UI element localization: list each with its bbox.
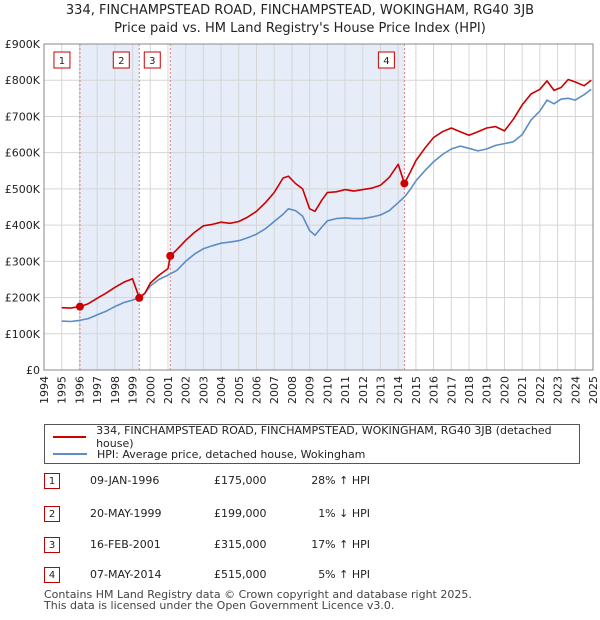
legend-label-property: 334, FINCHAMPSTEAD ROAD, FINCHAMPSTEAD, …: [96, 424, 552, 450]
sale-point: [135, 293, 144, 302]
legend-item-property: 334, FINCHAMPSTEAD ROAD, FINCHAMPSTEAD, …: [53, 424, 579, 450]
x-tick-label: 2008: [286, 376, 299, 404]
x-tick-label: 2024: [569, 376, 582, 404]
x-tick-label: 2006: [251, 376, 264, 404]
x-tick-label: 2001: [162, 376, 175, 404]
ownership-shade: [170, 44, 405, 370]
x-tick-label: 2017: [445, 376, 458, 404]
sale-price: £175,000: [214, 474, 267, 487]
x-tick-label: 2019: [481, 376, 494, 404]
y-tick-label: £300K: [5, 255, 41, 268]
legend-item-hpi: HPI: Average price, detached house, Woki…: [53, 446, 365, 462]
footer: Contains HM Land Registry data © Crown c…: [44, 589, 472, 611]
x-tick-label: 2002: [180, 376, 193, 404]
hpi-line: [61, 88, 592, 323]
x-tick-label: 1994: [38, 376, 51, 404]
x-tick-label: 2021: [516, 376, 529, 404]
sale-hpi-change: 28% ↑ HPI: [311, 474, 370, 487]
y-tick-label: £400K: [5, 219, 41, 232]
y-tick-label: £0: [26, 364, 40, 377]
legend-swatch-hpi: [53, 453, 87, 455]
legend-swatch-property: [53, 436, 87, 438]
sale-row: 4 07-MAY-2014 £515,000 5% ↑ HPI: [44, 566, 584, 586]
price-chart: £0 £100K £200K £300K £400K £500K £600K £700K £80…: [5, 38, 600, 404]
chart-title: 334, FINCHAMPSTEAD ROAD, FINCHAMPSTEAD, …: [65, 3, 535, 18]
x-tick-label: 2016: [428, 376, 441, 404]
sale-marker-label: 2: [118, 56, 124, 67]
footer-licence: This data is licensed under the Open Gov…: [44, 599, 395, 612]
y-tick-label: £900K: [5, 38, 41, 51]
footer-copyright: Contains HM Land Registry data © Crown c…: [44, 588, 472, 601]
legend: 334, FINCHAMPSTEAD ROAD, FINCHAMPSTEAD, …: [44, 424, 580, 464]
x-tick-label: 2004: [215, 376, 228, 404]
sale-date: 09-JAN-1996: [90, 474, 160, 487]
x-tick-label: 2005: [233, 376, 246, 404]
x-tick-label: 2020: [498, 376, 511, 404]
sale-hpi-change: 5% ↑ HPI: [318, 568, 370, 581]
sale-date: 16-FEB-2001: [90, 538, 161, 551]
y-tick-label: £800K: [5, 74, 41, 87]
x-tick-label: 2015: [410, 376, 423, 404]
sale-badge: 2: [44, 506, 60, 522]
sale-price: £199,000: [214, 507, 267, 520]
legend-label-hpi: HPI: Average price, detached house, Woki…: [97, 447, 366, 461]
sale-marker-box: [143, 51, 161, 69]
sale-marker-label: 4: [383, 56, 389, 67]
y-tick-label: £100K: [5, 328, 41, 341]
sale-point: [75, 302, 84, 311]
x-tick-label: 2009: [304, 376, 317, 404]
sale-marker-label: 1: [59, 56, 65, 67]
x-tick-label: 2025: [587, 376, 600, 404]
x-tick-label: 2011: [339, 376, 352, 404]
sale-date: 07-MAY-2014: [90, 568, 162, 581]
x-tick-label: 1999: [127, 376, 140, 404]
y-tick-label: £500K: [5, 183, 41, 196]
y-tick-label: £700K: [5, 110, 41, 123]
sale-point: [166, 251, 175, 260]
sale-price: £315,000: [214, 538, 267, 551]
sale-hpi-change: 1% ↓ HPI: [318, 507, 370, 520]
x-tick-label: 1995: [56, 376, 69, 404]
property-price-line: [61, 78, 592, 309]
x-tick-label: 2000: [144, 376, 157, 404]
x-tick-label: 2007: [268, 376, 281, 404]
sale-point: [400, 179, 409, 188]
sale-marker-box: [112, 51, 130, 69]
x-tick-label: 2023: [552, 376, 565, 404]
ownership-shade: [79, 44, 140, 370]
y-tick-label: £600K: [5, 147, 41, 160]
sale-date: 20-MAY-1999: [90, 507, 162, 520]
x-tick-label: 2018: [463, 376, 476, 404]
plot-frame: [43, 43, 594, 371]
sale-row: 2 20-MAY-1999 £199,000 1% ↓ HPI: [44, 505, 584, 525]
sale-badge: 1: [44, 473, 60, 489]
x-tick-label: 2003: [197, 376, 210, 404]
x-tick-label: 2010: [321, 376, 334, 404]
sale-row: 3 16-FEB-2001 £315,000 17% ↑ HPI: [44, 536, 584, 556]
x-tick-label: 2012: [357, 376, 370, 404]
sale-marker-box: [53, 51, 71, 69]
x-tick-label: 2022: [534, 376, 547, 404]
sale-marker-box: [377, 51, 395, 69]
sale-badge: 4: [44, 567, 60, 583]
x-tick-label: 1997: [91, 376, 104, 404]
sale-badge: 3: [44, 537, 60, 553]
sale-marker-label: 3: [149, 56, 155, 67]
x-tick-label: 1996: [73, 376, 86, 404]
sale-hpi-change: 17% ↑ HPI: [311, 538, 370, 551]
x-tick-label: 1998: [109, 376, 122, 404]
sale-price: £515,000: [214, 568, 267, 581]
sale-row: 1 09-JAN-1996 £175,000 28% ↑ HPI: [44, 472, 584, 492]
y-tick-label: £200K: [5, 292, 41, 305]
x-tick-label: 2014: [392, 376, 405, 404]
chart-subtitle: Price paid vs. HM Land Registry's House …: [114, 21, 486, 36]
x-tick-label: 2013: [374, 376, 387, 404]
